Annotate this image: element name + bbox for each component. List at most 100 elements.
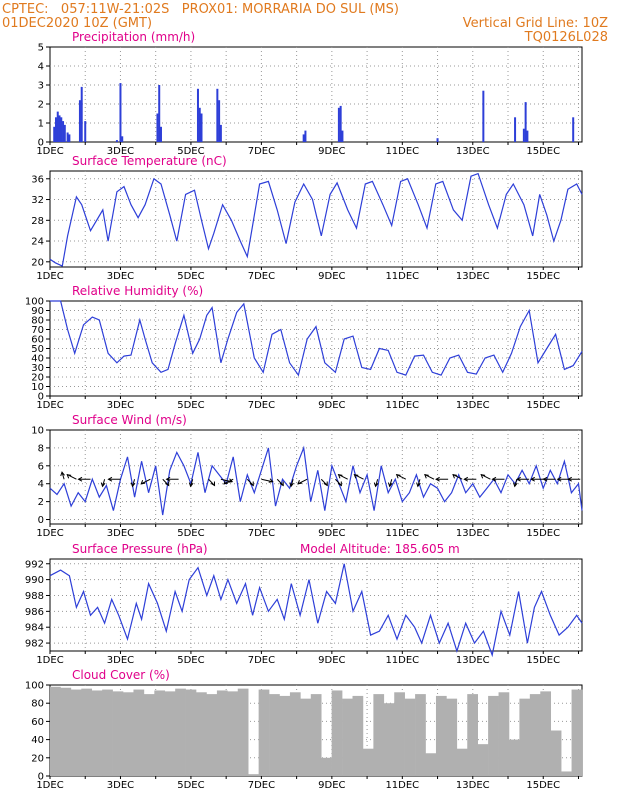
- cloud-cover-bar: [143, 694, 155, 776]
- wind-arrow-head: [435, 476, 440, 482]
- y-tick-label: 6: [38, 461, 44, 472]
- wind-arrow-head: [165, 481, 170, 487]
- series-line-humidity: [50, 300, 583, 377]
- y-tick-label: 30: [31, 363, 44, 374]
- precipitation-bar: [200, 113, 203, 142]
- wind-arrow-head: [452, 473, 458, 479]
- precipitation-bar: [304, 130, 307, 142]
- wind-arrow-head: [424, 473, 429, 479]
- panel-frame-pressure: [49, 558, 583, 652]
- y-tick-label: 992: [25, 559, 44, 570]
- precipitation-bar: [337, 107, 340, 142]
- precipitation-bar: [572, 117, 575, 142]
- header-station: CPTEC: 057:11W-21:02S PROX01: MORRARIA D…: [2, 2, 399, 17]
- cloud-cover-bar: [206, 694, 218, 776]
- cloud-cover-bar: [519, 698, 531, 776]
- cloud-cover-bar: [310, 694, 322, 776]
- wind-arrow-head: [530, 476, 535, 482]
- precipitation-bar: [341, 130, 344, 142]
- cloud-cover-bar: [498, 692, 510, 776]
- precipitation-bar: [156, 113, 159, 142]
- precipitation-bar: [60, 117, 63, 142]
- cloud-cover-bar: [50, 686, 61, 776]
- precipitation-bar: [302, 134, 305, 142]
- y-tick-label: 36: [31, 174, 44, 185]
- cloud-cover-bar: [488, 695, 499, 776]
- x-tick-label: 1DEC: [36, 400, 63, 411]
- x-tick-label: 7DEC: [248, 400, 275, 411]
- cloud-cover-bar: [331, 690, 343, 776]
- header-date: 01DEC2020 10Z (GMT): [2, 16, 153, 31]
- y-tick-label: 90: [31, 306, 44, 317]
- cloud-cover-bar: [415, 694, 426, 776]
- x-tick-label: 7DEC: [248, 528, 275, 539]
- y-tick-label: 0: [38, 138, 44, 149]
- wind-arrow-head: [66, 473, 72, 479]
- cloud-cover-bar: [571, 689, 583, 776]
- x-tick-label: 1DEC: [36, 655, 63, 666]
- precipitation-bar: [121, 136, 124, 142]
- y-tick-label: 5: [38, 43, 44, 54]
- x-tick-label: 7DEC: [248, 271, 275, 282]
- precipitation-bar: [62, 121, 65, 142]
- wind-arrow-head: [542, 476, 548, 482]
- x-tick-label: 15DEC: [526, 780, 560, 791]
- cloud-cover-bar: [269, 694, 280, 776]
- y-tick-label: 20: [31, 753, 44, 764]
- precipitation-bar: [80, 86, 83, 142]
- cloud-cover-bar: [102, 689, 113, 776]
- precipitation-bar: [196, 88, 199, 142]
- wind-arrow-head: [395, 473, 401, 479]
- x-tick-label: 15DEC: [526, 528, 560, 539]
- precipitation-bar: [158, 85, 161, 142]
- cloud-cover-bar: [289, 692, 301, 776]
- y-tick-label: 24: [31, 237, 44, 248]
- cloud-cover-bar: [196, 692, 207, 776]
- y-tick-label: 2: [38, 100, 44, 111]
- wind-arrow-head: [373, 482, 379, 488]
- y-tick-label: 986: [25, 607, 44, 618]
- wind-arrow-head: [480, 473, 486, 479]
- precipitation-bar: [526, 130, 529, 142]
- panel-title-wind: Surface Wind (m/s): [72, 413, 187, 427]
- y-tick-label: 982: [25, 639, 44, 650]
- y-tick-label: 100: [25, 297, 44, 308]
- wind-arrow-head: [100, 482, 106, 488]
- wind-arrow-head: [249, 481, 254, 487]
- wind-arrow-head: [279, 481, 284, 487]
- cloud-cover-bar: [248, 774, 259, 776]
- wind-arrow-head: [463, 476, 469, 482]
- wind-arrow-head: [416, 482, 421, 488]
- cloud-cover-bar: [175, 688, 186, 776]
- cloud-cover-bar: [60, 687, 72, 776]
- precipitation-bar: [54, 117, 57, 142]
- x-tick-label: 13DEC: [456, 655, 490, 666]
- wind-arrow-head: [337, 481, 342, 487]
- y-tick-label: 4: [38, 62, 44, 73]
- wind-arrow-head: [210, 481, 216, 487]
- y-tick-label: 32: [31, 195, 44, 206]
- cloud-cover-bar: [561, 771, 572, 776]
- wind-arrow-head: [567, 476, 572, 482]
- x-tick-label: 1DEC: [36, 780, 63, 791]
- wind-arrow-head: [268, 478, 274, 483]
- cloud-cover-bar: [373, 694, 385, 776]
- y-tick-label: 20: [31, 257, 44, 268]
- cloud-cover-bar: [352, 695, 364, 776]
- x-tick-label: 13DEC: [456, 146, 490, 157]
- y-tick-label: 8: [38, 443, 44, 454]
- x-tick-label: 3DEC: [107, 655, 134, 666]
- cloud-cover-bar: [123, 692, 134, 776]
- x-tick-label: 7DEC: [248, 146, 275, 157]
- x-tick-label: 11DEC: [385, 780, 419, 791]
- x-tick-label: 5DEC: [177, 655, 204, 666]
- y-tick-label: 0: [38, 772, 44, 783]
- x-tick-label: 5DEC: [177, 146, 204, 157]
- y-tick-label: 28: [31, 216, 44, 227]
- wind-arrow-head: [353, 473, 359, 479]
- precipitation-bar: [115, 140, 118, 142]
- x-tick-label: 3DEC: [107, 780, 134, 791]
- cloud-cover-bar: [540, 691, 552, 776]
- series-line-temperature: [49, 172, 583, 267]
- y-tick-label: 60: [31, 335, 44, 346]
